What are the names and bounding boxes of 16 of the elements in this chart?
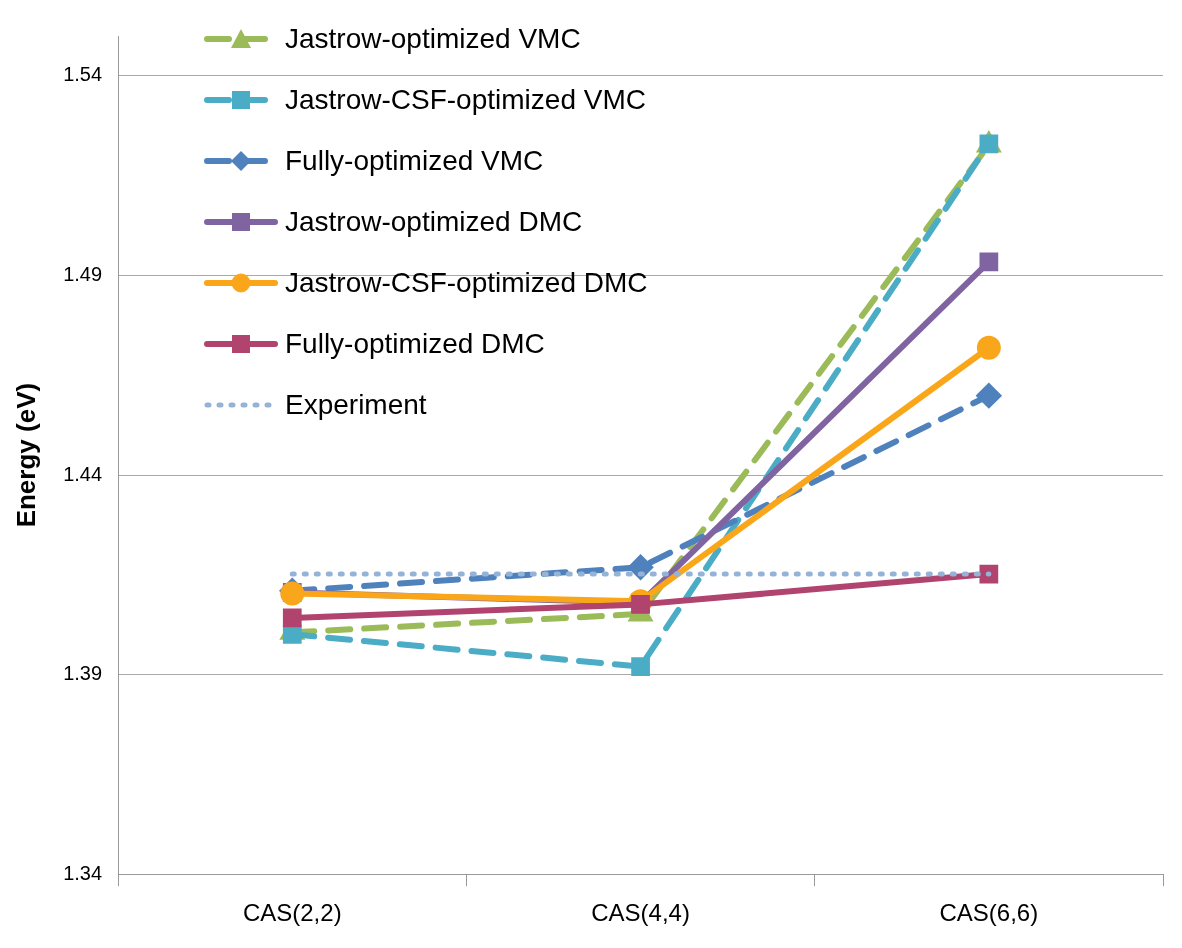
y-tick-label: 1.34 [63, 861, 103, 884]
y-tick-label: 1.49 [63, 263, 103, 285]
y-axis-title: Energy (eV) [10, 382, 41, 528]
legend-label: Fully-optimized DMC [285, 327, 545, 360]
y-tick-label: 1.54 [63, 63, 103, 86]
legend-label: Fully-optimized VMC [285, 144, 544, 177]
legend-label: Jastrow-optimized VMC [285, 22, 581, 55]
y-tick-label: 1.44 [63, 462, 103, 485]
legend-label: Jastrow-CSF-optimized VMC [285, 83, 646, 116]
y-tick-label: 1.39 [63, 662, 103, 685]
legend-label: Jastrow-CSF-optimized DMC [285, 266, 648, 299]
x-tick-label: CAS(6,6) [939, 899, 1039, 927]
x-tick-label: CAS(4,4) [591, 899, 690, 927]
x-tick-label: CAS(2,2) [242, 899, 342, 927]
legend-label: Jastrow-optimized DMC [285, 205, 583, 238]
legend-label: Experiment [285, 388, 427, 421]
